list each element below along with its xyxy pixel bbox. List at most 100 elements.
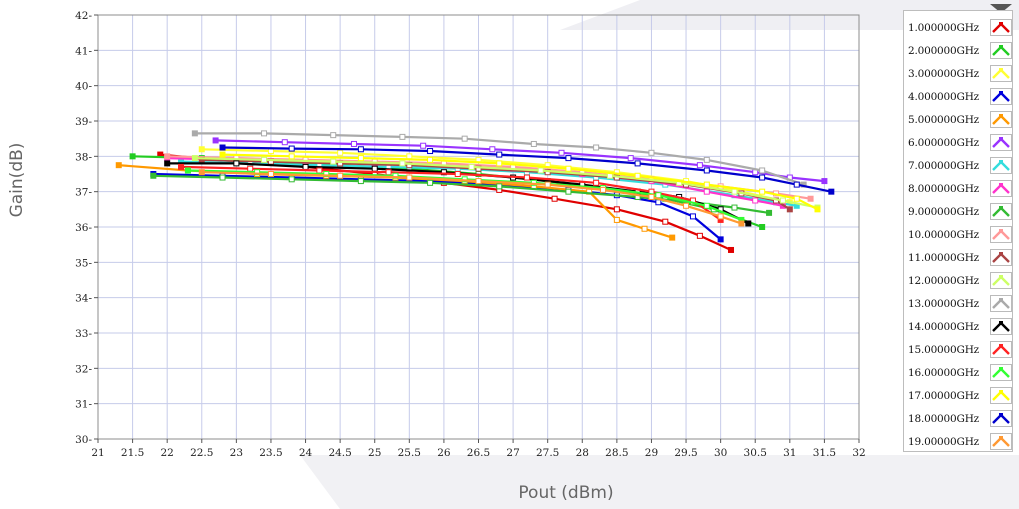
data-point-marker (233, 160, 240, 167)
data-point-marker (689, 213, 696, 220)
legend-item[interactable]: 10.00000GHz (904, 223, 1012, 246)
y-tick-label: 36- (75, 222, 92, 234)
x-tick-label: 28 (576, 447, 589, 459)
legend-swatch-icon (990, 88, 1012, 105)
legend-item[interactable]: 11.00000GHz (904, 246, 1012, 269)
data-point-marker (565, 165, 572, 172)
data-point-marker (648, 193, 655, 200)
data-point-marker (164, 160, 171, 167)
y-tick-label: 40- (75, 81, 92, 93)
grid-lines (97, 14, 860, 440)
legend-item-label: 18.00000GHz (908, 412, 979, 425)
data-point-marker (406, 174, 413, 181)
legend-item[interactable]: 15.00000GHz (904, 338, 1012, 361)
data-point-marker (821, 178, 828, 185)
legend-scroll-up-arrow[interactable] (990, 4, 1012, 13)
series-lines (115, 130, 835, 253)
legend-swatch-icon (990, 134, 1012, 151)
legend-swatch-icon (990, 295, 1012, 312)
data-point-marker (793, 195, 800, 202)
legend-item-label: 12.00000GHz (908, 274, 979, 287)
data-point-marker (330, 158, 337, 165)
chart-legend: 1.000000GHz 2.000000GHz 3.000000GHz 4.00000… (903, 10, 1013, 452)
legend-swatch-icon (990, 341, 1012, 358)
data-point-marker (703, 202, 710, 209)
legend-item[interactable]: 17.00000GHz (904, 384, 1012, 407)
data-point-marker (703, 167, 710, 174)
legend-item[interactable]: 12.00000GHz (904, 269, 1012, 292)
legend-item[interactable]: 16.00000GHz (904, 361, 1012, 384)
x-tick-label: 31 (783, 447, 796, 459)
data-point-marker (731, 188, 738, 195)
data-point-marker (565, 188, 572, 195)
legend-item-label: 2.000000GHz (908, 44, 979, 57)
data-point-marker (759, 224, 766, 230)
x-tick-label: 30.5 (744, 447, 767, 459)
data-point-marker (793, 181, 800, 188)
data-point-marker (184, 167, 191, 174)
data-point-marker (198, 146, 205, 153)
data-point-marker (302, 163, 309, 170)
data-point-marker (385, 169, 392, 176)
data-point-marker (752, 197, 759, 204)
data-point-marker (496, 160, 503, 167)
data-point-marker (648, 149, 655, 156)
legend-item[interactable]: 3.000000GHz (904, 62, 1012, 85)
legend-swatch-icon (990, 19, 1012, 36)
x-tick-label: 27.5 (536, 447, 559, 459)
legend-item[interactable]: 14.00000GHz (904, 315, 1012, 338)
legend-item[interactable]: 2.000000GHz (904, 39, 1012, 62)
data-point-marker (634, 160, 641, 167)
legend-swatch-icon (990, 410, 1012, 427)
data-point-marker (247, 165, 254, 172)
legend-swatch-icon (990, 318, 1012, 335)
data-point-marker (191, 130, 198, 137)
legend-item[interactable]: 5.000000GHz (904, 108, 1012, 131)
data-point-marker (828, 188, 835, 195)
data-point-marker (745, 220, 752, 227)
legend-swatch-icon (990, 387, 1012, 404)
legend-item[interactable]: 1.000000GHz (904, 16, 1012, 39)
data-point-marker (738, 220, 745, 227)
data-point-marker (357, 155, 364, 162)
data-point-marker (766, 209, 773, 216)
x-tick-label: 24 (299, 447, 313, 459)
legend-item[interactable]: 19.00000GHz (904, 430, 1012, 453)
x-tick-label: 23.5 (259, 447, 282, 459)
data-point-marker (717, 213, 724, 220)
legend-swatch-icon (990, 203, 1012, 220)
data-point-marker (759, 174, 766, 181)
data-point-marker (593, 179, 600, 186)
legend-item[interactable]: 18.00000GHz (904, 407, 1012, 430)
y-tick-label: 35- (75, 257, 92, 269)
data-point-marker (731, 204, 738, 211)
x-tick-label: 24.5 (328, 447, 351, 459)
data-point-marker (420, 142, 427, 149)
legend-item[interactable]: 13.00000GHz (904, 292, 1012, 315)
legend-item-label: 6.000000GHz (908, 136, 979, 149)
legend-item[interactable]: 4.000000GHz (904, 85, 1012, 108)
y-tick-label: 39- (75, 116, 92, 128)
data-point-marker (267, 171, 274, 177)
y-tick-label: 42- (75, 10, 92, 22)
x-axis-ticks: 21 21.5 22 22.5 23 23.5 24 24.5 25 25.5 26 26.5 27 27… (91, 439, 866, 459)
data-point-marker (281, 139, 288, 146)
data-point-marker (427, 179, 434, 186)
data-point-marker (406, 153, 413, 160)
series-18-group (198, 169, 745, 227)
data-point-marker (759, 188, 766, 195)
legend-item[interactable]: 7.000000GHz (904, 154, 1012, 177)
legend-item[interactable]: 8.000000GHz (904, 177, 1012, 200)
data-point-marker (696, 162, 703, 169)
data-point-marker (288, 176, 295, 183)
legend-item-label: 17.00000GHz (908, 389, 979, 402)
x-tick-label: 25.5 (398, 447, 421, 459)
data-point-marker (496, 151, 503, 158)
legend-item[interactable]: 6.000000GHz (904, 131, 1012, 154)
x-tick-label: 29 (645, 447, 658, 459)
background-grey-band-bottom (300, 455, 1019, 509)
data-point-marker (212, 137, 219, 144)
data-point-marker (807, 195, 814, 202)
legend-item[interactable]: 9.000000GHz (904, 200, 1012, 223)
data-point-marker (178, 163, 185, 170)
